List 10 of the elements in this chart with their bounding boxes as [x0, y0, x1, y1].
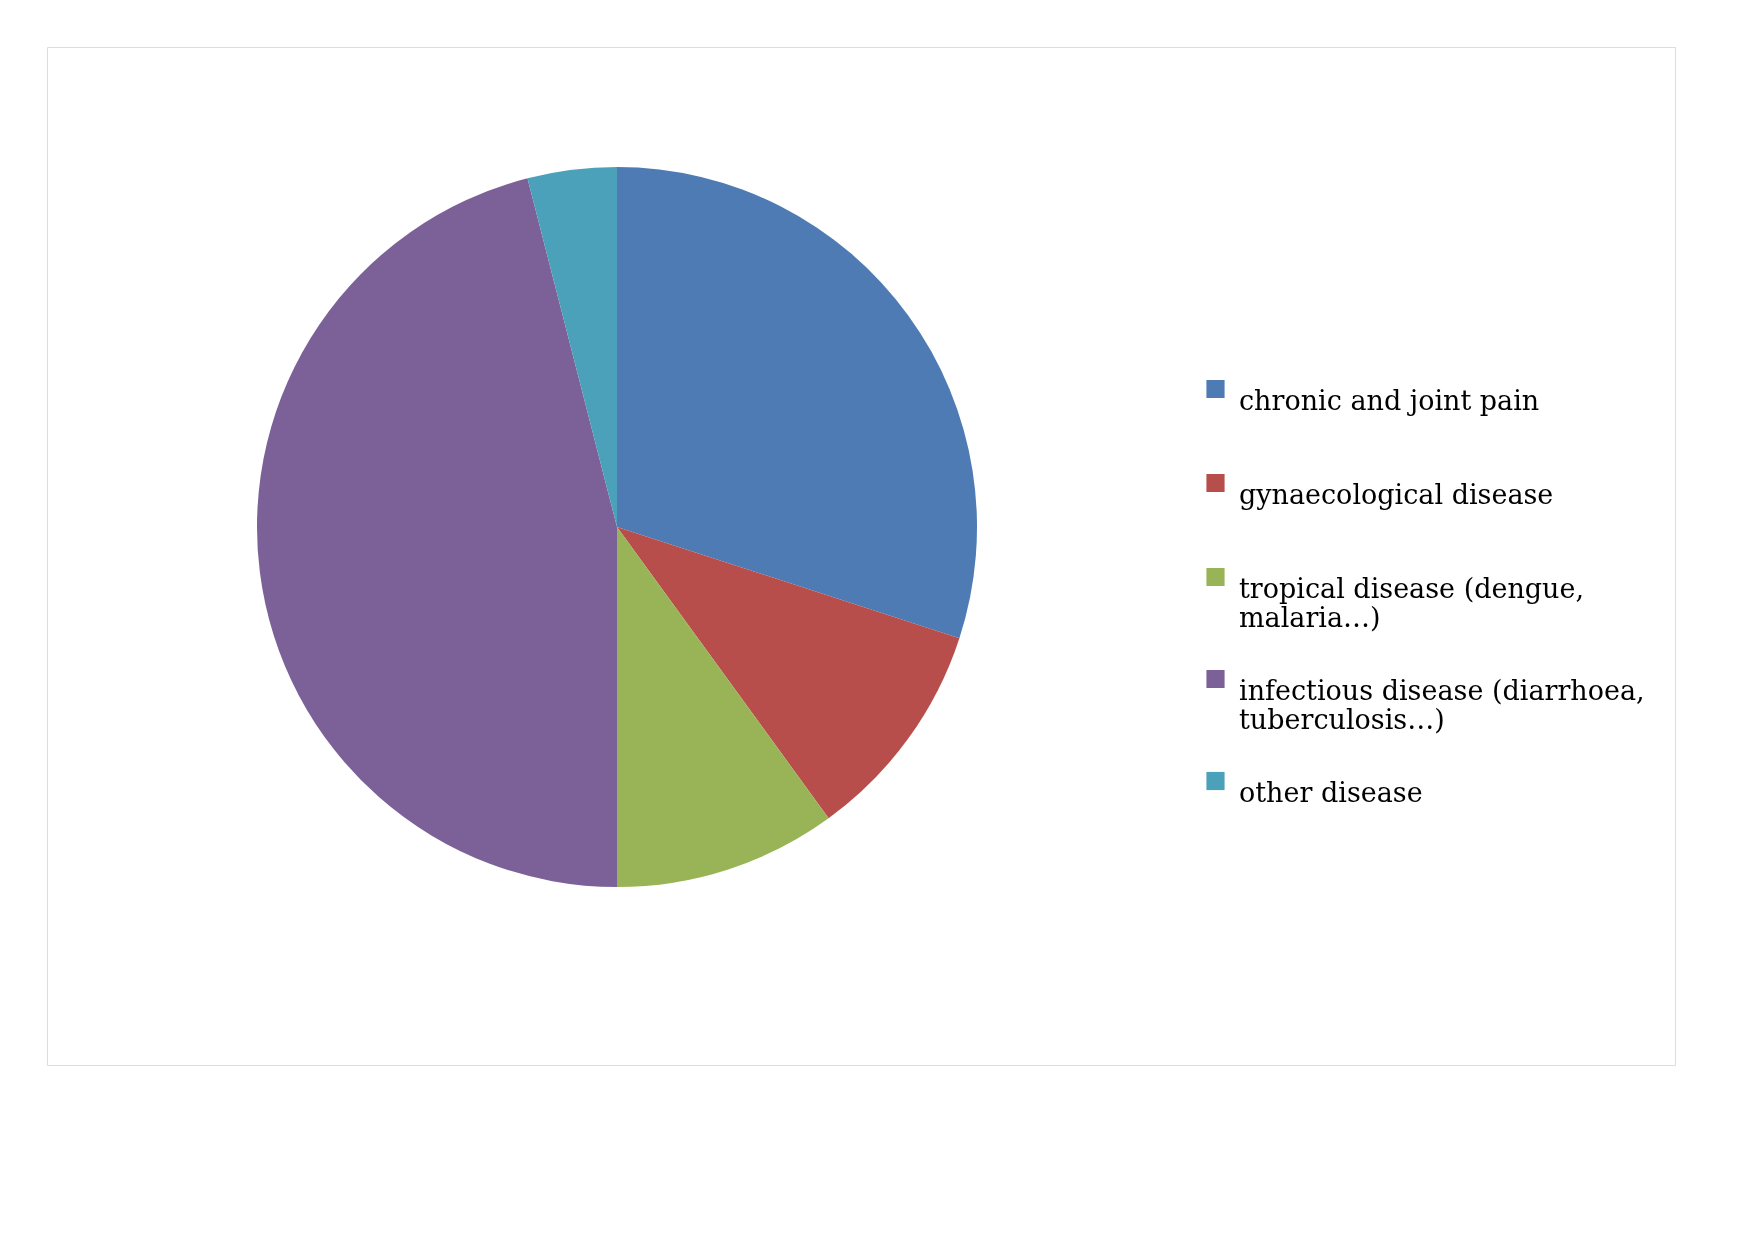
pie-slice: [257, 178, 617, 887]
pie-slice: [527, 167, 617, 527]
legend-label: tropical disease (dengue, malaria…): [1239, 573, 1585, 633]
legend-label: chronic and joint pain: [1239, 385, 1540, 416]
pie-slice: [617, 167, 977, 639]
pie-slice: [617, 527, 829, 887]
legend-label: gynaecological disease: [1239, 479, 1554, 510]
legend-label: infectious disease (diarrhoea, tuberculosis…): [1239, 675, 1645, 735]
pie-slice: [617, 527, 960, 819]
legend-label: other disease: [1239, 777, 1423, 808]
